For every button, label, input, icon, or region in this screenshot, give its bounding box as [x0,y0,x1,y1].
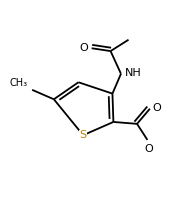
Text: O: O [153,103,161,113]
Text: O: O [144,144,153,154]
Text: S: S [80,130,87,140]
Text: NH: NH [125,68,142,78]
Text: O: O [79,43,88,53]
Text: CH₃: CH₃ [9,78,27,88]
